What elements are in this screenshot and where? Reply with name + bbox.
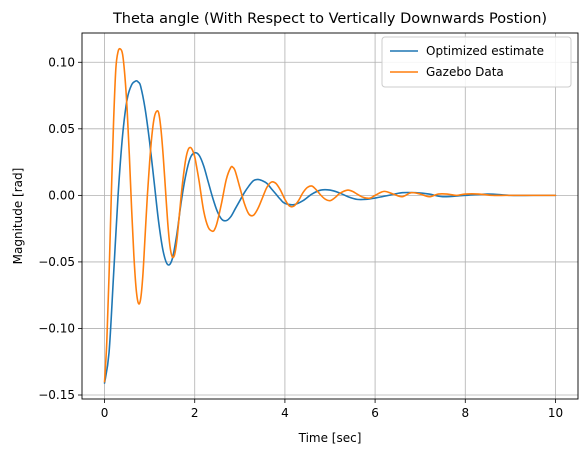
plot-frame (81, 32, 579, 400)
series-layer (103, 47, 557, 384)
y-tick-label: 0.05 (48, 122, 75, 136)
y-tick-label: −0.10 (38, 321, 75, 335)
grid-layer (82, 33, 578, 399)
legend-box (381, 36, 572, 88)
y-axis-label: Magnitude [rad] (11, 168, 25, 265)
y-tick-label: −0.15 (38, 388, 75, 402)
chart-title: Theta angle (With Respect to Vertically … (112, 11, 547, 27)
x-axis-label: Time [sec] (298, 431, 362, 445)
x-tick-label: 8 (461, 406, 469, 420)
x-tick-label: 4 (281, 406, 289, 420)
y-tick-label: 0.00 (48, 188, 75, 202)
series-line-gazebo-data (103, 47, 557, 383)
y-tick-label: −0.05 (38, 255, 75, 269)
legend-label-gazebo-data: Gazebo Data (426, 65, 504, 79)
x-tick-label: 0 (101, 406, 109, 420)
x-tick-label: 10 (548, 406, 563, 420)
series-line-optimized-estimate (103, 80, 557, 384)
legend: Optimized estimate Gazebo Data (381, 36, 572, 88)
tick-layer: 0 2 4 6 8 10 −0.15 −0.10 −0.05 0.00 0.05 0.10 (38, 55, 563, 420)
legend-label-optimized-estimate: Optimized estimate (426, 44, 544, 58)
y-tick-label: 0.10 (48, 55, 75, 69)
x-tick-label: 2 (191, 406, 199, 420)
x-tick-label: 6 (371, 406, 379, 420)
